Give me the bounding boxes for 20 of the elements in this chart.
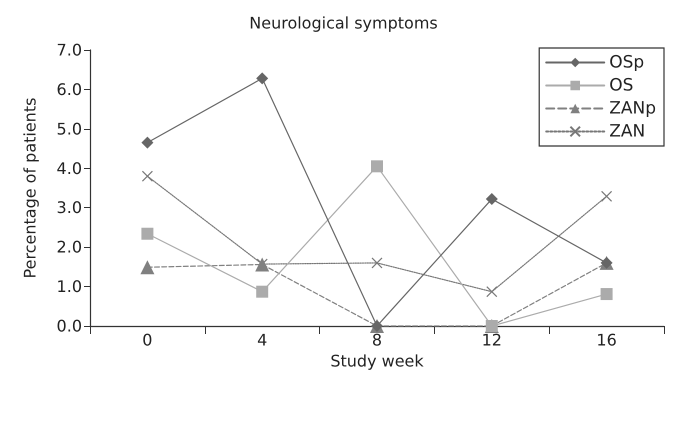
y-tick-label: 7.0 — [56, 40, 82, 60]
y-tick-label: 3.0 — [56, 198, 82, 218]
x-tick-label: 8 — [372, 330, 382, 350]
y-tick-label: 4.0 — [56, 158, 82, 178]
y-tick-label: 0.0 — [56, 316, 82, 336]
x-tick-label: 16 — [596, 330, 617, 350]
y-tick-label: 2.0 — [56, 238, 82, 257]
x-tick-label: 12 — [482, 330, 502, 350]
y-tick-label: 6.0 — [56, 80, 82, 99]
x-axis-title: Study week — [330, 351, 424, 370]
y-axis-title: Percentage of patients — [20, 98, 40, 278]
legend-label: OSp — [609, 52, 644, 72]
y-tick-label: 5.0 — [56, 119, 82, 138]
x-tick-label: 0 — [142, 330, 152, 350]
legend-label: ZAN — [609, 122, 646, 142]
x-tick-label: 4 — [257, 330, 268, 350]
y-tick-label: 1.0 — [56, 277, 82, 296]
legend-label: ZANp — [609, 98, 656, 118]
chart-title: Neurological symptoms — [249, 14, 438, 32]
legend-label: OS — [609, 76, 634, 96]
